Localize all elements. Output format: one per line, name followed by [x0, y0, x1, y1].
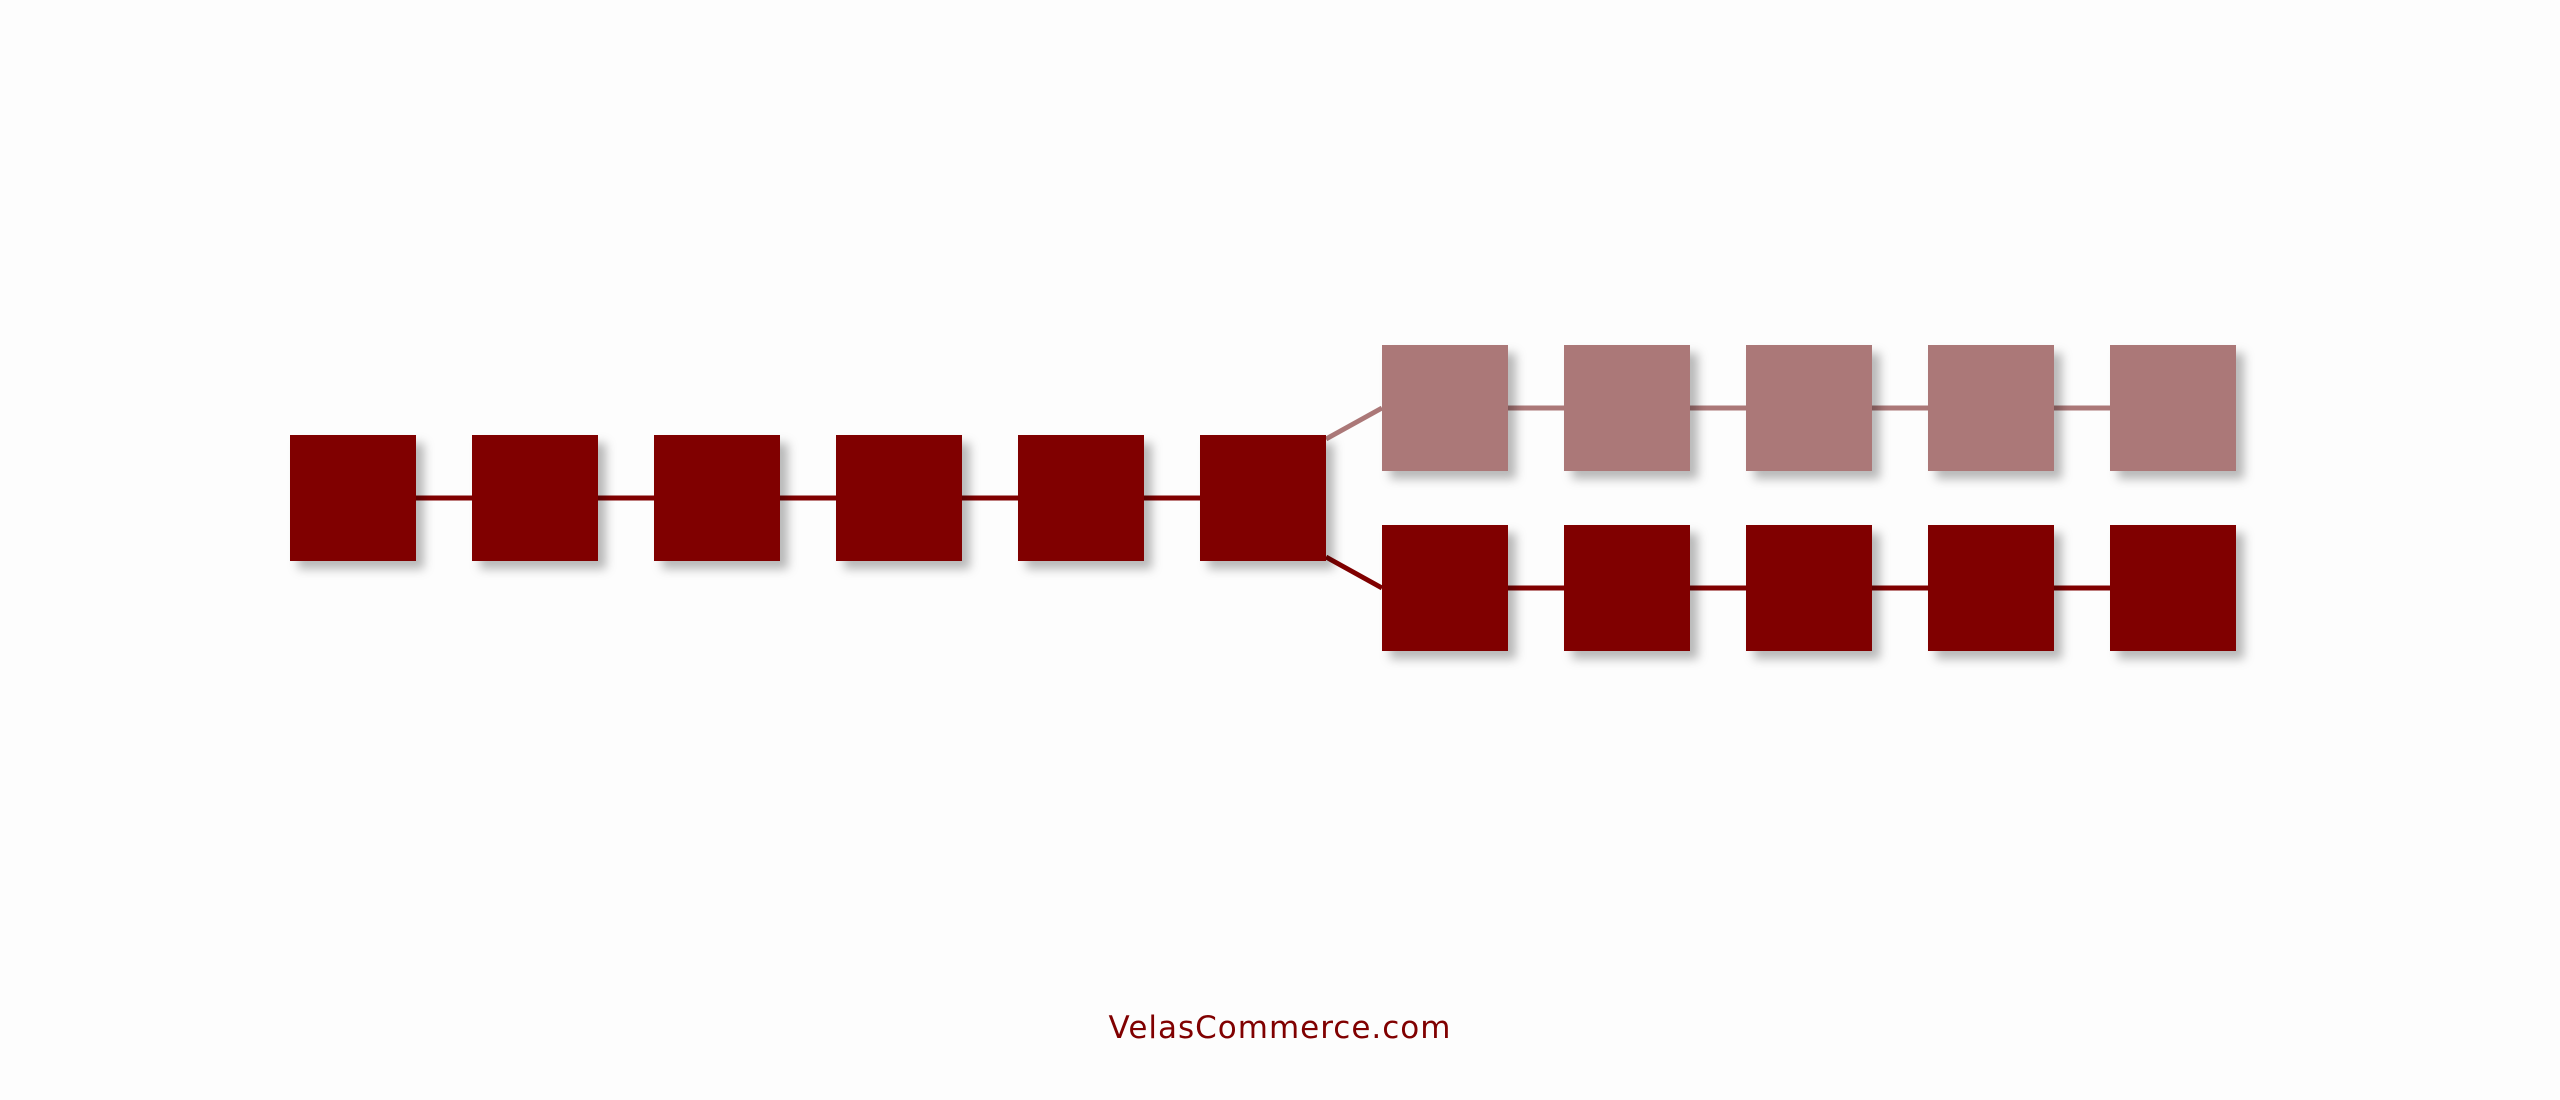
main-chain-block	[290, 435, 416, 561]
footer-site-label: VelasCommerce.com	[1108, 1010, 1452, 1046]
longest-branch-block	[2110, 525, 2236, 651]
orphan-branch-fork-link	[1324, 405, 1384, 442]
main-chain-block	[1018, 435, 1144, 561]
chain-blocks	[290, 345, 2236, 651]
main-chain-block	[836, 435, 962, 561]
main-chain-block	[1200, 435, 1326, 561]
longest-branch-block	[1564, 525, 1690, 651]
longest-branch-block	[1746, 525, 1872, 651]
longest-branch-block	[1382, 525, 1508, 651]
orphan-branch-block	[1746, 345, 1872, 471]
longest-branch-fork-link	[1324, 554, 1384, 591]
main-chain-block	[654, 435, 780, 561]
main-chain-block	[472, 435, 598, 561]
orphan-branch-block	[1928, 345, 2054, 471]
orphan-branch-block	[2110, 345, 2236, 471]
chain-links	[416, 405, 2110, 591]
orphan-branch-block	[1564, 345, 1690, 471]
orphan-branch-block	[1382, 345, 1508, 471]
longest-branch-block	[1928, 525, 2054, 651]
